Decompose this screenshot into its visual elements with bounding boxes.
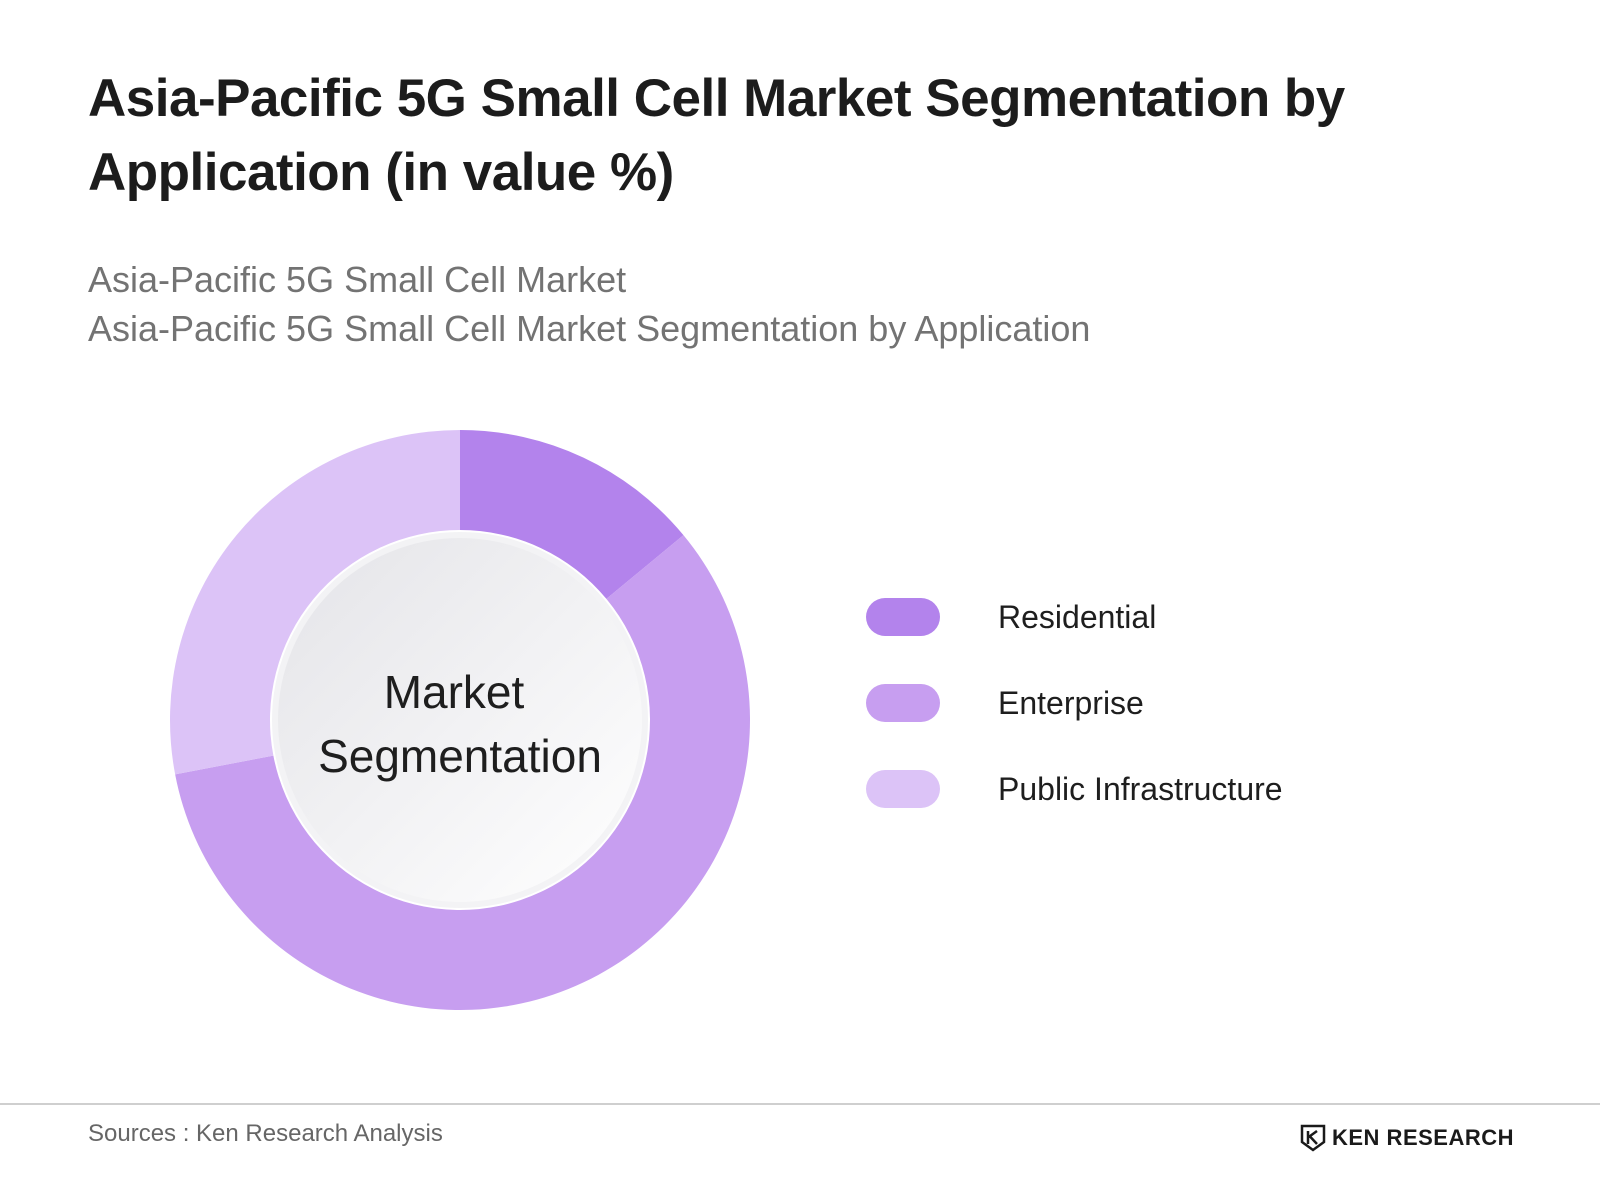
legend-swatch-residential: [866, 598, 940, 636]
chart-subtitle-line-2: Asia-Pacific 5G Small Cell Market Segmen…: [88, 308, 1091, 349]
chart-subtitle-line-1: Asia-Pacific 5G Small Cell Market: [88, 259, 627, 300]
brand-name: KEN RESEARCH: [1332, 1125, 1515, 1150]
legend-item-enterprise: Enterprise: [866, 684, 1283, 722]
donut-center: [278, 538, 642, 902]
legend-item-public-infrastructure: Public Infrastructure: [866, 770, 1283, 808]
legend-label-public-infrastructure: Public Infrastructure: [998, 770, 1283, 807]
donut-chart: Market Segmentation: [169, 430, 751, 1010]
legend-label-enterprise: Enterprise: [998, 684, 1144, 721]
brand-logo: KEN RESEARCH: [1300, 1124, 1514, 1152]
donut-slices: [169, 430, 751, 1010]
donut-slice-residential: [460, 430, 684, 599]
center-label-line-1: Market: [384, 666, 525, 718]
legend-swatch-enterprise: [866, 684, 940, 722]
ken-research-logo-icon: [1300, 1124, 1326, 1152]
donut-slice-enterprise: [175, 535, 751, 1010]
center-label-line-2: Segmentation: [318, 730, 602, 782]
source-note: Sources : Ken Research Analysis: [88, 1120, 443, 1147]
footer-divider: [0, 1103, 1600, 1105]
chart-title: Asia-Pacific 5G Small Cell Market Segmen…: [88, 69, 1345, 202]
legend-swatch-public-infrastructure: [866, 770, 940, 808]
donut-slice-public-infrastructure: [169, 430, 460, 775]
legend-item-residential: Residential: [866, 598, 1283, 636]
legend-label-residential: Residential: [998, 598, 1157, 635]
chart-legend: Residential Enterprise Public Infrastruc…: [866, 598, 1283, 856]
